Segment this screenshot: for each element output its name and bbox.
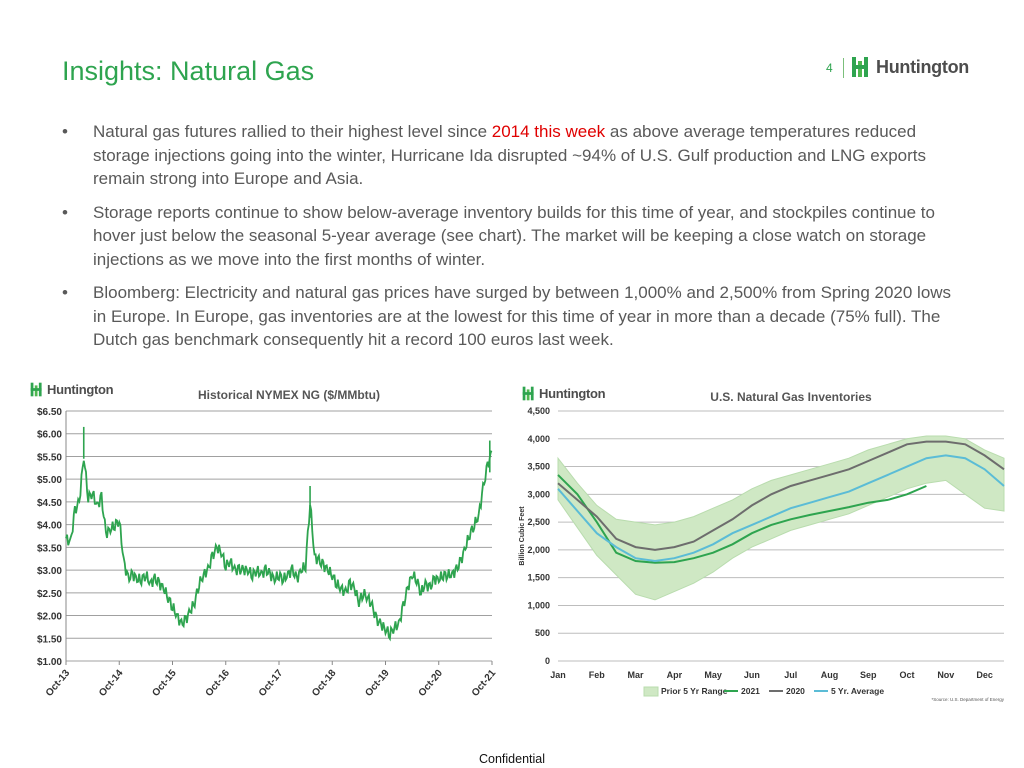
legend-label: Prior 5 Yr Range (661, 686, 728, 696)
nymex-chart: Huntington Historical NYMEX NG ($/MMbtu)… (24, 378, 500, 710)
y-tick-label: $2.50 (37, 589, 62, 600)
chart-title: U.S. Natural Gas Inventories (710, 390, 872, 404)
logo-wordmark: Huntington (876, 56, 969, 77)
inventories-chart: Huntington U.S. Natural Gas Inventories 0… (516, 378, 1010, 710)
x-tick-label: Aug (821, 670, 839, 680)
y-tick-label: 1,000 (527, 600, 550, 610)
x-tick-label: Oct-18 (310, 668, 339, 699)
y-tick-label: 4,500 (527, 406, 550, 416)
y-tick-label: 500 (535, 628, 550, 638)
y-tick-label: 3,500 (527, 462, 550, 472)
y-tick-label: $1.50 (37, 634, 62, 645)
y-tick-label: 2,000 (527, 545, 550, 555)
x-tick-label: Oct-19 (363, 668, 392, 699)
y-tick-label: $5.00 (37, 475, 62, 486)
series-line (557, 454, 1005, 563)
insights-list: • Natural gas futures rallied to their hi… (62, 120, 962, 362)
legend-label: 5 Yr. Average (831, 686, 884, 696)
series-line-nymex (65, 450, 493, 642)
x-tick-label: Jul (784, 670, 797, 680)
x-tick-label: Oct-13 (44, 668, 73, 699)
bullet-item: • Bloomberg: Electricity and natural gas … (62, 283, 952, 349)
y-tick-label: 0 (545, 656, 550, 666)
legend-label: 2021 (741, 686, 760, 696)
x-tick-label: Mar (628, 670, 645, 680)
series-line (557, 474, 927, 564)
chart-title: Historical NYMEX NG ($/MMbtu) (198, 388, 380, 402)
series-line (557, 440, 1005, 551)
y-tick-label: $4.50 (37, 498, 62, 509)
page-title: Insights: Natural Gas (62, 56, 315, 86)
y-tick-label: $6.00 (37, 430, 62, 441)
x-tick-label: Dec (976, 670, 993, 680)
x-tick-label: Apr (667, 670, 683, 680)
huntington-logo-icon (30, 382, 42, 397)
x-tick-label: Jun (744, 670, 760, 680)
footer-confidential: Confidential (478, 752, 545, 766)
series-band-prior-5yr-range (557, 435, 1005, 601)
y-tick-label: $6.50 (37, 407, 62, 418)
page-number: 4 (826, 61, 833, 75)
x-tick-label: Oct-14 (97, 668, 126, 699)
x-tick-label: Sep (860, 670, 877, 680)
x-tick-label: May (704, 670, 722, 680)
y-tick-label: $3.50 (37, 543, 62, 554)
y-tick-label: $5.50 (37, 452, 62, 463)
logo-wordmark: Huntington (47, 382, 114, 397)
bullet-item: • Natural gas futures rallied to their hi… (62, 122, 926, 188)
y-axis-label: Billion Cubic Feet (519, 506, 526, 566)
x-tick-label: Jan (550, 670, 566, 680)
y-tick-label: 3,000 (527, 489, 550, 499)
y-tick-label: 2,500 (527, 517, 550, 527)
inventories-plot: U.S. Natural Gas Inventories 0 500 1,000 1,5… (519, 390, 1005, 702)
y-tick-label: $2.00 (37, 612, 62, 623)
chart-logo: Huntington (522, 386, 606, 401)
huntington-logo-icon (522, 386, 534, 401)
chart-logo: Huntington (30, 382, 114, 397)
source-note: *Source: U.S. Department of Energy (931, 697, 1004, 702)
x-tick-label: Oct-15 (150, 668, 179, 699)
huntington-logo-icon (852, 57, 868, 77)
y-tick-label: $4.00 (37, 521, 62, 532)
header-divider (843, 58, 844, 78)
x-tick-label: Feb (589, 670, 606, 680)
x-tick-label: Oct-21 (470, 668, 499, 699)
huntington-logo: Huntington (851, 56, 969, 78)
x-tick-label: Nov (937, 670, 954, 680)
legend-swatch (643, 686, 659, 697)
nymex-plot: Historical NYMEX NG ($/MMbtu) $1.00 $1.50 $… (37, 388, 499, 699)
x-tick-label: Oct-17 (257, 668, 286, 699)
x-tick-label: Oct-20 (417, 668, 446, 699)
bullet-item: • Storage reports continue to show below-… (62, 202, 935, 269)
y-tick-label: 4,000 (527, 434, 550, 444)
x-tick-label: Oct-16 (204, 668, 233, 699)
y-tick-label: $3.00 (37, 566, 62, 577)
legend-label: 2020 (786, 686, 805, 696)
y-tick-label: $1.00 (37, 657, 62, 668)
logo-wordmark: Huntington (539, 386, 606, 401)
x-tick-label: Oct (900, 670, 915, 680)
y-tick-label: 1,500 (527, 573, 550, 583)
